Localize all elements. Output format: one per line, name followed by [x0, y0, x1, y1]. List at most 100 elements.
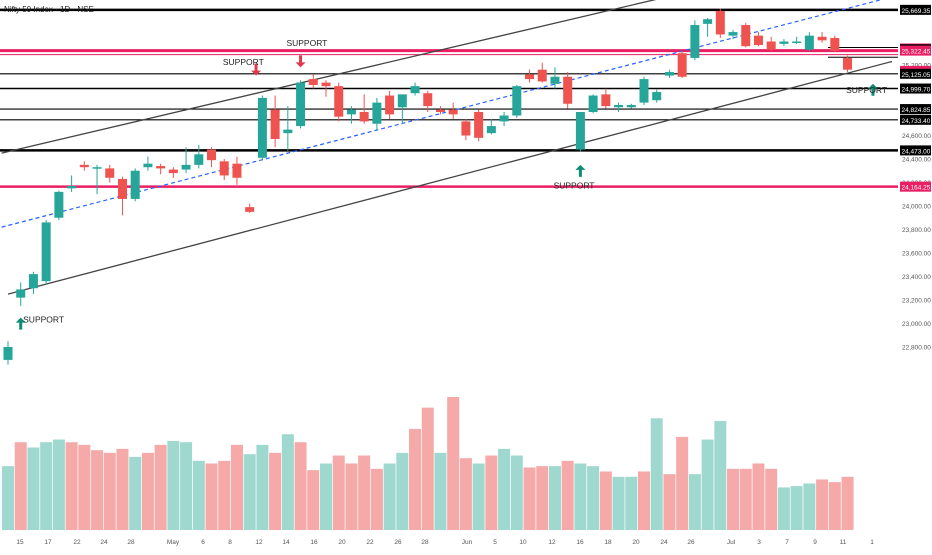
- x-axis-label: 6: [201, 539, 205, 546]
- candle-body: [753, 35, 763, 46]
- volume-bar: [790, 486, 803, 530]
- x-axis-label: 17: [44, 539, 52, 546]
- price-tick-label: 23,000.00: [902, 321, 931, 328]
- price-badge-label: 24,733.40: [902, 118, 931, 125]
- x-axis-label: 22: [366, 539, 374, 546]
- volume-bar: [498, 448, 511, 530]
- volume-bar: [777, 487, 790, 530]
- candle-body: [219, 161, 229, 176]
- x-axis-label: 26: [687, 539, 695, 546]
- candle-body: [232, 163, 242, 178]
- candle-body: [54, 191, 64, 218]
- candle-body: [245, 207, 255, 212]
- candle-body: [448, 109, 458, 115]
- candle-body: [257, 97, 267, 158]
- price-badge: [900, 68, 931, 79]
- volume-bar: [307, 470, 320, 530]
- candle-body: [372, 102, 382, 124]
- candle-body: [804, 35, 814, 50]
- candle-body: [537, 69, 547, 82]
- volume-bar: [40, 442, 53, 530]
- volume-bar: [192, 460, 205, 530]
- volume-bar: [816, 479, 829, 530]
- volume-bar: [409, 428, 422, 530]
- volume-bar: [599, 471, 612, 530]
- volume-bar: [650, 418, 663, 530]
- candle-body: [703, 19, 713, 24]
- x-axis-label: 14: [282, 539, 290, 546]
- volume-bar: [320, 463, 332, 530]
- candle-body: [346, 109, 356, 115]
- volume-bar: [625, 476, 638, 530]
- candle-body: [181, 164, 191, 170]
- volume-bar: [447, 397, 460, 530]
- candle-body: [41, 222, 51, 282]
- price-tick-label: 24,600.00: [902, 133, 931, 140]
- volume-bar: [167, 440, 180, 530]
- price-badge: [900, 114, 931, 125]
- volume-bar: [714, 420, 727, 530]
- volume-bar: [269, 452, 282, 530]
- candle-body: [296, 82, 306, 127]
- volume-bar: [91, 450, 104, 530]
- support-annotation: SUPPORT: [554, 180, 595, 190]
- candle-body: [664, 72, 674, 76]
- support-annotation: SUPPORT: [286, 38, 327, 48]
- candle-body: [3, 346, 13, 360]
- candle-body: [677, 53, 687, 77]
- x-axis-label: Jul: [727, 539, 736, 546]
- price-tick-label: 23,200.00: [902, 297, 931, 304]
- volume-bar: [561, 460, 574, 530]
- candle-body: [92, 167, 102, 169]
- x-axis-label: 28: [127, 539, 135, 546]
- candle-body: [652, 92, 662, 101]
- price-badge-label: 25,669.35: [902, 8, 931, 15]
- volume-bar: [536, 466, 549, 530]
- candle-body: [16, 289, 26, 298]
- x-axis-label: May: [167, 539, 180, 546]
- volume-bar: [396, 452, 409, 530]
- trend-line: [1, 0, 657, 154]
- x-axis-label: 5: [493, 539, 497, 546]
- arrow-up-icon: [15, 317, 26, 330]
- candle-body: [308, 79, 318, 85]
- volume-bar: [2, 466, 14, 530]
- x-axis-label: 16: [310, 539, 318, 546]
- price-badge-label: 25,322.45: [902, 49, 931, 56]
- candle-body: [207, 149, 217, 161]
- volume-bar: [154, 444, 167, 530]
- candle-body: [423, 93, 433, 107]
- volume-bar: [358, 455, 371, 530]
- volume-bar: [332, 455, 345, 530]
- volume-bar: [370, 468, 383, 530]
- candle-body: [601, 94, 611, 107]
- candle-body: [270, 109, 280, 140]
- x-axis-label: 24: [660, 539, 668, 546]
- price-badge-label: 24,824.85: [902, 107, 931, 114]
- volume-bar: [27, 447, 40, 530]
- chart-title: Nifty 50 Index · 1D · NSE: [4, 5, 94, 14]
- candle-body: [830, 37, 840, 51]
- candle-body: [67, 186, 77, 189]
- volume-bar: [701, 439, 714, 530]
- volume-bar: [256, 444, 269, 530]
- volume-bar: [281, 434, 294, 530]
- volume-bar: [14, 442, 27, 530]
- volume-bar: [638, 471, 650, 530]
- x-axis-label: 20: [338, 539, 346, 546]
- arrow-down-icon: [251, 63, 262, 76]
- candle-body: [792, 41, 802, 43]
- price-badge-label: 24,473.00: [902, 148, 931, 155]
- candle-body: [105, 168, 115, 178]
- x-axis-label: 9: [813, 539, 817, 546]
- volume-bar: [205, 463, 218, 530]
- candle-body: [79, 164, 89, 168]
- price-tick-label: 23,400.00: [902, 274, 931, 281]
- candle-body: [168, 169, 178, 174]
- arrow-down-icon: [295, 55, 306, 68]
- price-badge-label: 24,164.25: [902, 185, 931, 192]
- volume-bar: [78, 444, 91, 530]
- candle-body: [626, 104, 636, 108]
